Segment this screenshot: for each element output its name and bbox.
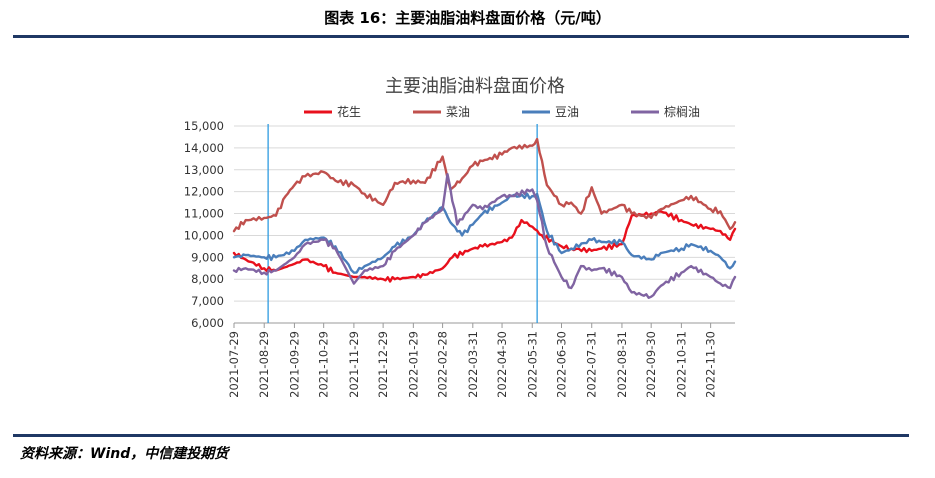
legend-label: 菜油 bbox=[446, 105, 470, 119]
x-tick-label: 2021-10-29 bbox=[317, 331, 331, 398]
series-line-soybean-oil bbox=[232, 192, 737, 274]
x-tick-label: 2021-08-29 bbox=[257, 331, 271, 398]
series-line-rapeseed-oil bbox=[232, 137, 737, 233]
series-lines bbox=[232, 137, 737, 299]
chart-title: 主要油脂油料盘面价格 bbox=[385, 76, 565, 97]
y-tick-label: 7,000 bbox=[191, 294, 224, 308]
x-tick-label: 2021-12-29 bbox=[376, 331, 390, 398]
x-tick-label: 2022-10-31 bbox=[674, 331, 688, 398]
x-tick-label: 2022-11-30 bbox=[704, 331, 718, 398]
x-tick-label: 2022-04-30 bbox=[495, 331, 509, 398]
x-tick-label: 2022-02-28 bbox=[436, 331, 450, 398]
y-tick-label: 15,000 bbox=[184, 119, 224, 133]
figure-title: 图表 16：主要油脂油料盘面价格（元/吨） bbox=[324, 9, 611, 27]
x-tick-label: 2022-07-31 bbox=[585, 331, 599, 398]
top-rule bbox=[13, 35, 909, 38]
x-tick-label: 2022-01-29 bbox=[406, 331, 420, 398]
x-axis: 2021-07-29 2021-08-29 2021-09-29 2021-10-29… bbox=[227, 323, 718, 398]
x-tick-label: 2021-07-29 bbox=[227, 331, 241, 398]
y-tick-label: 14,000 bbox=[184, 141, 224, 155]
source-note: 资料来源：Wind，中信建投期货 bbox=[20, 446, 229, 462]
gridlines bbox=[234, 125, 735, 324]
y-tick-label: 10,000 bbox=[184, 228, 224, 242]
x-tick-label: 2021-11-29 bbox=[347, 331, 361, 398]
x-tick-label: 2022-08-31 bbox=[615, 331, 629, 398]
legend-label: 棕榈油 bbox=[664, 104, 700, 119]
bottom-rule bbox=[13, 434, 909, 437]
legend-label: 豆油 bbox=[555, 105, 579, 119]
x-tick-label: 2021-09-29 bbox=[287, 331, 301, 398]
legend-label: 花生 bbox=[337, 104, 361, 119]
y-axis: 6,000 7,000 8,000 9,000 10,000 11,000 12,000 13… bbox=[184, 119, 224, 330]
x-tick-label: 2022-03-31 bbox=[466, 331, 480, 398]
y-tick-label: 8,000 bbox=[191, 272, 224, 286]
series-line-palm-oil bbox=[232, 172, 737, 299]
x-tick-label: 2022-05-31 bbox=[525, 331, 539, 398]
x-tick-label: 2022-06-30 bbox=[555, 331, 569, 398]
y-tick-label: 13,000 bbox=[184, 163, 224, 177]
y-tick-label: 9,000 bbox=[191, 250, 224, 264]
series-line-peanut bbox=[232, 210, 737, 283]
y-tick-label: 11,000 bbox=[184, 207, 224, 221]
chart-legend: 花生 菜油 豆油 棕榈油 bbox=[304, 104, 700, 119]
y-tick-label: 6,000 bbox=[191, 316, 224, 330]
x-tick-label: 2022-09-30 bbox=[644, 331, 658, 398]
vertical-markers bbox=[267, 124, 538, 323]
y-tick-label: 12,000 bbox=[184, 185, 224, 199]
